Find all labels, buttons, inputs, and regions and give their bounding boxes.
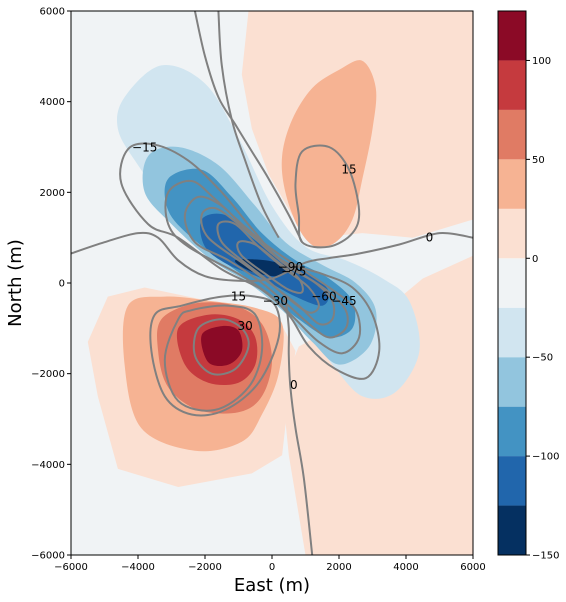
x-tick-label: 6000 [460,562,485,573]
colorbar-segment [498,209,526,258]
y-tick-label: 6000 [40,7,65,18]
contour-label: 0 [426,231,434,245]
colorbar-segment [498,407,526,456]
colorbar-tick-label: 0 [532,254,538,265]
contour-label: 0 [290,378,298,392]
colorbar-segment [498,110,526,159]
x-tick-label: 0 [269,562,275,573]
y-tick-label: 2000 [40,188,65,199]
x-tick-label: −2000 [188,562,222,573]
colorbar-tick-label: −100 [532,452,559,463]
contour-label: −15 [132,140,157,154]
y-tick-label: 0 [59,279,65,290]
colorbar-segment [498,60,526,109]
colorbar-segment [498,506,526,555]
y-tick-label: −6000 [31,551,65,562]
colorbar-segment [498,357,526,406]
y-tick-label: 4000 [40,97,65,108]
colorbar-tick-label: 100 [532,56,551,67]
x-axis-label: East (m) [234,575,310,596]
contour-label: 15 [341,163,356,177]
colorbar-segment [498,258,526,307]
x-tick-label: 4000 [393,562,418,573]
y-axis-label: North (m) [5,239,26,327]
contour-label: −30 [263,294,288,308]
contour-label: −60 [311,290,336,304]
x-tick-label: −6000 [54,562,88,573]
colorbar-segment [498,308,526,357]
colorbar: −150 −100 −50 0 50 100 [498,11,559,562]
colorbar-tick-label: −150 [532,551,559,562]
contour-label: −90 [278,260,303,274]
x-axis: −6000 −4000 −2000 0 2000 4000 6000 [54,555,486,573]
colorbar-tick-label: −50 [532,353,553,364]
y-axis: −6000 −4000 −2000 0 2000 4000 6000 [31,7,71,562]
y-tick-label: −2000 [31,369,65,380]
x-tick-label: 2000 [326,562,351,573]
x-tick-label: −4000 [121,562,155,573]
colorbar-segment [498,456,526,505]
contour-label: 15 [231,290,246,304]
contour-label: 30 [238,319,253,333]
colorbar-tick-label: 50 [532,155,545,166]
colorbar-segment [498,11,526,60]
colorbar-segment [498,159,526,208]
y-tick-label: −4000 [31,460,65,471]
